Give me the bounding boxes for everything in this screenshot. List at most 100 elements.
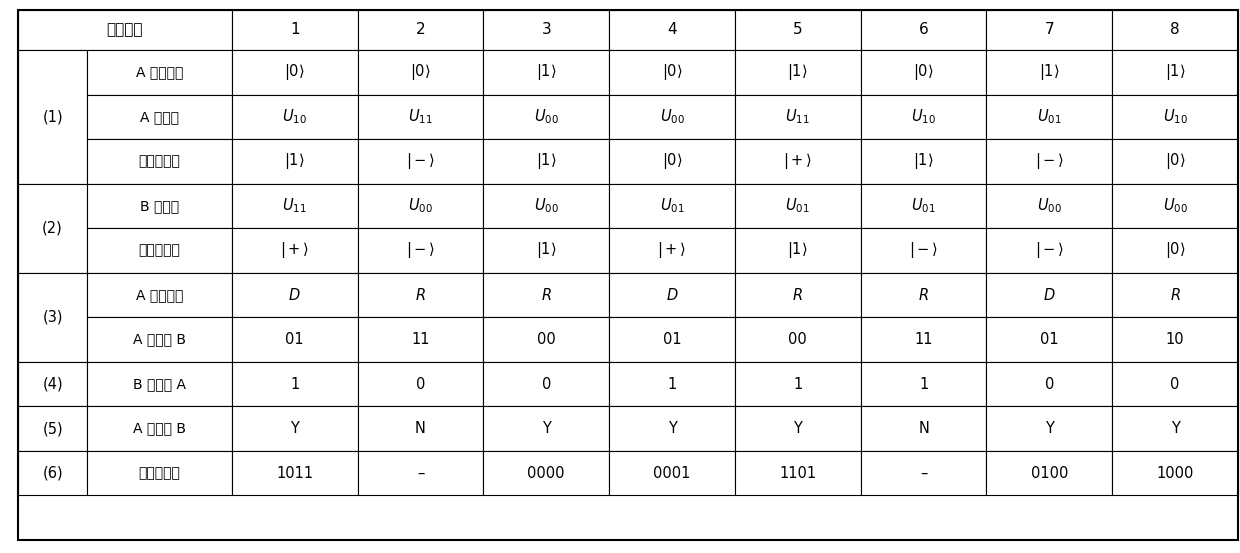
Text: Y: Y	[290, 421, 299, 436]
Text: 1101: 1101	[779, 466, 816, 481]
Bar	[861, 10, 987, 50]
Text: $|1\rangle$: $|1\rangle$	[536, 152, 557, 171]
Bar	[19, 50, 87, 184]
Text: $|1\rangle$: $|1\rangle$	[1039, 62, 1060, 82]
Bar	[484, 50, 609, 95]
Bar	[735, 273, 861, 317]
Text: B 的操作: B 的操作	[140, 199, 179, 213]
Bar	[232, 362, 357, 406]
Text: 1: 1	[667, 377, 677, 392]
Text: $\mathit{U}_{00}$: $\mathit{U}_{00}$	[408, 196, 433, 215]
Bar	[1112, 317, 1238, 362]
Text: $|-\rangle$: $|-\rangle$	[405, 241, 435, 260]
Bar	[357, 317, 484, 362]
Text: $\mathit{U}_{01}$: $\mathit{U}_{01}$	[785, 196, 810, 215]
Bar	[1112, 228, 1238, 273]
Text: $|1\rangle$: $|1\rangle$	[787, 241, 808, 260]
Bar	[19, 362, 87, 406]
Text: 5: 5	[794, 23, 802, 38]
Bar	[735, 95, 861, 139]
Bar	[609, 10, 735, 50]
Bar	[357, 273, 484, 317]
Bar	[987, 228, 1112, 273]
Bar	[861, 406, 987, 451]
Text: $\mathit{U}_{01}$: $\mathit{U}_{01}$	[1037, 107, 1061, 126]
Bar	[232, 451, 357, 495]
Bar	[735, 362, 861, 406]
Bar	[19, 184, 87, 273]
Text: 操作后状态: 操作后状态	[139, 243, 181, 258]
Text: 0: 0	[415, 377, 425, 392]
Text: 8: 8	[1171, 23, 1180, 38]
Text: $|0\rangle$: $|0\rangle$	[1164, 152, 1185, 171]
Text: (5): (5)	[42, 421, 63, 436]
Bar	[987, 317, 1112, 362]
Bar	[609, 95, 735, 139]
Bar	[735, 184, 861, 228]
Text: Y: Y	[1171, 421, 1179, 436]
Bar	[232, 406, 357, 451]
Bar	[987, 95, 1112, 139]
Bar	[484, 139, 609, 184]
Text: 0: 0	[1044, 377, 1054, 392]
Text: $|-\rangle$: $|-\rangle$	[405, 152, 435, 171]
Text: $\mathit{U}_{10}$: $\mathit{U}_{10}$	[911, 107, 936, 126]
Text: $|1\rangle$: $|1\rangle$	[1164, 62, 1185, 82]
Text: 01: 01	[662, 332, 681, 347]
Text: $|0\rangle$: $|0\rangle$	[410, 62, 430, 82]
Bar	[87, 184, 232, 228]
Bar	[87, 451, 232, 495]
Text: Y: Y	[794, 421, 802, 436]
Text: (1): (1)	[42, 109, 63, 124]
Text: $\mathit{U}_{01}$: $\mathit{U}_{01}$	[911, 196, 936, 215]
Bar	[1112, 184, 1238, 228]
Bar	[987, 273, 1112, 317]
Text: $\mathit{D}$: $\mathit{D}$	[1043, 287, 1055, 303]
Bar	[484, 451, 609, 495]
Text: $\mathit{U}_{00}$: $\mathit{U}_{00}$	[1163, 196, 1188, 215]
Text: $|-\rangle$: $|-\rangle$	[1034, 152, 1064, 171]
Text: 比特序列: 比特序列	[107, 23, 143, 38]
Text: 00: 00	[537, 332, 556, 347]
Bar	[987, 362, 1112, 406]
Text: $|-\rangle$: $|-\rangle$	[909, 241, 939, 260]
Bar	[735, 228, 861, 273]
Text: (2): (2)	[42, 221, 63, 236]
Bar	[1112, 95, 1238, 139]
Bar	[484, 273, 609, 317]
Text: 1011: 1011	[277, 466, 314, 481]
Text: $\mathit{U}_{00}$: $\mathit{U}_{00}$	[533, 107, 559, 126]
Text: $|1\rangle$: $|1\rangle$	[787, 62, 808, 82]
Text: $\mathit{R}$: $\mathit{R}$	[792, 287, 804, 303]
Bar	[357, 184, 484, 228]
Bar	[232, 273, 357, 317]
Bar	[232, 184, 357, 228]
Bar	[232, 50, 357, 95]
Bar	[609, 184, 735, 228]
Bar	[357, 228, 484, 273]
Bar	[484, 10, 609, 50]
Text: $\mathit{D}$: $\mathit{D}$	[289, 287, 301, 303]
Text: 7: 7	[1044, 23, 1054, 38]
Text: $|+\rangle$: $|+\rangle$	[657, 241, 687, 260]
Bar	[87, 50, 232, 95]
Bar	[987, 406, 1112, 451]
Bar	[357, 362, 484, 406]
Bar	[735, 139, 861, 184]
Bar	[87, 139, 232, 184]
Text: $|-\rangle$: $|-\rangle$	[1034, 241, 1064, 260]
Bar	[1112, 273, 1238, 317]
Bar	[1112, 451, 1238, 495]
Bar	[735, 317, 861, 362]
Bar	[484, 406, 609, 451]
Text: 2: 2	[415, 23, 425, 38]
Bar	[232, 95, 357, 139]
Text: 共享比特串: 共享比特串	[139, 466, 181, 480]
Bar	[861, 50, 987, 95]
Text: 00: 00	[789, 332, 807, 347]
Text: $\mathit{U}_{00}$: $\mathit{U}_{00}$	[660, 107, 684, 126]
Bar	[609, 139, 735, 184]
Bar	[87, 362, 232, 406]
Text: N: N	[415, 421, 425, 436]
Text: 10: 10	[1166, 332, 1184, 347]
